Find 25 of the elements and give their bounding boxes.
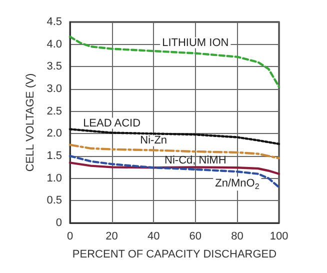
series-label: LEAD ACID bbox=[83, 117, 141, 130]
line-series bbox=[68, 128, 280, 146]
line-series bbox=[68, 154, 280, 188]
series-label: LITHIUM ION bbox=[162, 36, 229, 49]
series-label: Ni-Zn bbox=[140, 134, 168, 147]
y-tick-label: 2.0 bbox=[46, 128, 62, 140]
y-axis-title: CELL VOLTAGE (V) bbox=[24, 73, 36, 172]
x-axis-title: PERCENT OF CAPACITY DISCHARGED bbox=[72, 248, 277, 260]
series-label: Ni-Cd, NiMH bbox=[164, 154, 226, 167]
y-tick-label: 4.5 bbox=[46, 16, 62, 28]
y-tick-label: 3.5 bbox=[46, 60, 62, 73]
x-tick-label: 20 bbox=[106, 230, 118, 242]
x-tick-label: 0 bbox=[66, 230, 74, 242]
line-series bbox=[68, 36, 280, 88]
y-tick-label: 0 bbox=[56, 217, 62, 229]
x-tick-label: 80 bbox=[231, 230, 244, 242]
x-tick-label: 60 bbox=[189, 230, 202, 242]
y-tick-label: 2.5 bbox=[46, 105, 62, 118]
y-tick-label: 3.0 bbox=[46, 83, 62, 95]
x-tick-label: 100 bbox=[270, 230, 288, 242]
y-tick-label: 1.5 bbox=[46, 150, 62, 162]
y-tick-label: 0.5 bbox=[46, 194, 62, 207]
y-tick-label: 4.0 bbox=[46, 38, 62, 50]
y-tick-label: 1.0 bbox=[46, 172, 62, 184]
x-tick-label: 40 bbox=[147, 230, 160, 242]
